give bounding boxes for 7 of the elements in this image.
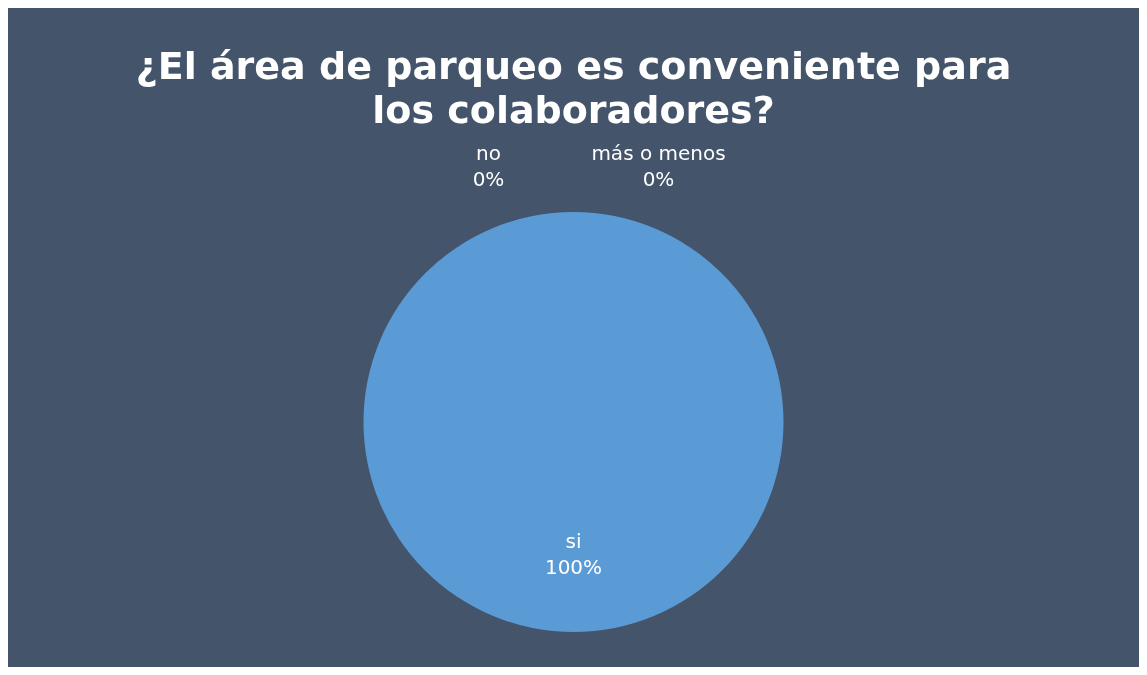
text: 0%: [642, 167, 675, 191]
chart-title: ¿El área de parqueo es conveniente para los colaboradores?: [134, 43, 1013, 132]
category-label: no: [476, 141, 501, 165]
text: 0%: [472, 167, 505, 191]
category-label: más o menos: [591, 141, 726, 165]
slice-label: si: [565, 529, 582, 553]
data-label: 100%: [544, 555, 603, 579]
